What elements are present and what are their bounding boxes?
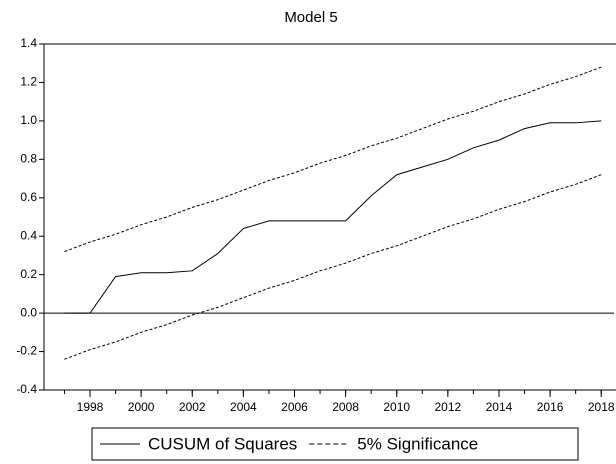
- x-tick-label: 2008: [332, 400, 359, 414]
- y-tick-label: 0.8: [20, 152, 37, 166]
- y-tick-label: 0.2: [20, 267, 37, 281]
- y-tick-label: 1.4: [20, 36, 37, 50]
- y-tick-label: 1.2: [20, 75, 37, 89]
- y-tick-label: -0.2: [16, 344, 37, 358]
- y-tick-label: 0.6: [20, 190, 37, 204]
- x-tick-label: 2000: [128, 400, 155, 414]
- legend-label: CUSUM of Squares: [148, 434, 297, 453]
- x-tick-label: 1998: [77, 400, 104, 414]
- series-line: [64, 120, 602, 314]
- x-tick-label: 2018: [588, 400, 615, 414]
- series-line: [64, 66, 602, 253]
- y-tick-label: 0.4: [20, 228, 37, 242]
- plot-frame: [43, 43, 616, 391]
- x-tick-label: 2006: [281, 400, 308, 414]
- chart-title: Model 5: [284, 9, 337, 26]
- x-tick-label: 2010: [383, 400, 410, 414]
- x-tick-label: 2012: [435, 400, 462, 414]
- legend-label: 5% Significance: [357, 434, 478, 453]
- y-tick-label: 1.0: [20, 113, 37, 127]
- x-tick-label: 2014: [486, 400, 513, 414]
- x-tick-label: 2002: [179, 400, 206, 414]
- y-tick-label: -0.4: [16, 382, 37, 396]
- x-tick-label: 2016: [537, 400, 564, 414]
- y-tick-label: 0.0: [20, 305, 37, 319]
- x-tick-label: 2004: [230, 400, 257, 414]
- series-line: [64, 174, 602, 360]
